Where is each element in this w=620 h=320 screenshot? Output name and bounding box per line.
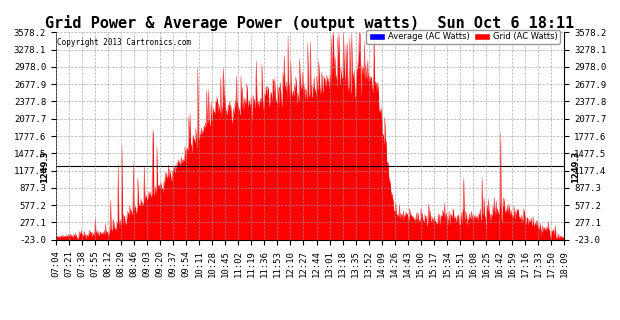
Text: 1249.3: 1249.3 bbox=[571, 150, 580, 183]
Text: Copyright 2013 Cartronics.com: Copyright 2013 Cartronics.com bbox=[57, 38, 192, 47]
Text: 1249.3: 1249.3 bbox=[40, 150, 49, 183]
Title: Grid Power & Average Power (output watts)  Sun Oct 6 18:11: Grid Power & Average Power (output watts… bbox=[45, 15, 575, 31]
Legend: Average (AC Watts), Grid (AC Watts): Average (AC Watts), Grid (AC Watts) bbox=[366, 30, 560, 44]
